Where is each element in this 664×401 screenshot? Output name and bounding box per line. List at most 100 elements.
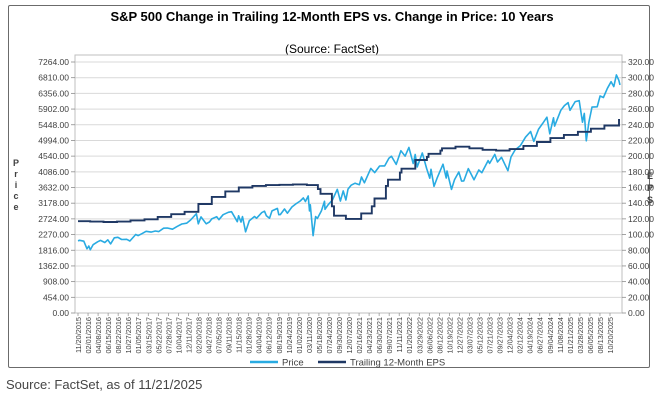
svg-text:06/15/2016: 06/15/2016	[104, 317, 113, 354]
svg-text:12/04/2023: 12/04/2023	[506, 317, 515, 354]
svg-text:3632.00: 3632.00	[38, 183, 69, 193]
svg-text:12/07/2020: 12/07/2020	[345, 317, 354, 354]
svg-text:10/24/2019: 10/24/2019	[285, 317, 294, 354]
svg-text:05/12/2023: 05/12/2023	[476, 317, 485, 354]
svg-text:07/28/2017: 07/28/2017	[164, 317, 173, 354]
svg-text:04/04/2019: 04/04/2019	[255, 317, 264, 354]
svg-text:07/24/2020: 07/24/2020	[325, 317, 334, 354]
svg-text:01/02/2020: 01/02/2020	[295, 317, 304, 354]
svg-text:03/07/2023: 03/07/2023	[465, 317, 474, 354]
svg-text:908.00: 908.00	[43, 277, 69, 287]
svg-text:240.00: 240.00	[628, 120, 654, 130]
svg-text:6356.00: 6356.00	[38, 88, 69, 98]
legend-label-price: Price	[282, 358, 304, 369]
svg-text:09/04/2024: 09/04/2024	[546, 317, 555, 354]
svg-text:03/28/2025: 03/28/2025	[576, 317, 585, 354]
legend-label-eps: Trailing 12-Month EPS	[350, 358, 445, 369]
svg-text:09/27/2023: 09/27/2023	[496, 317, 505, 354]
svg-text:60.00: 60.00	[628, 261, 650, 271]
y-axis-left-title: Price	[13, 158, 19, 212]
svg-text:08/19/2019: 08/19/2019	[275, 317, 284, 354]
y-axis-right-labels: 0.00 20.00 40.00 60.00 80.00 100.00 120.00 140.…	[622, 57, 654, 318]
svg-text:300.00: 300.00	[628, 73, 654, 83]
plot-border	[74, 54, 623, 314]
svg-text:07/05/2018: 07/05/2018	[215, 317, 224, 354]
svg-text:i: i	[15, 180, 18, 190]
x-axis-labels: 11/20/2015 02/01/2016 04/08/2016 06/15/2016…	[74, 313, 615, 354]
svg-text:02/01/2016: 02/01/2016	[84, 317, 93, 354]
svg-text:12/27/2022: 12/27/2022	[455, 317, 464, 354]
svg-text:06/05/2025: 06/05/2025	[586, 317, 595, 354]
svg-text:09/11/2018: 09/11/2018	[225, 317, 234, 353]
svg-text:220.00: 220.00	[628, 135, 654, 145]
svg-text:02/16/2021: 02/16/2021	[355, 317, 364, 354]
svg-text:P: P	[13, 158, 19, 168]
svg-text:c: c	[13, 191, 18, 201]
svg-text:P: P	[647, 183, 653, 193]
svg-text:04/19/2024: 04/19/2024	[526, 317, 535, 354]
svg-text:r: r	[14, 169, 18, 179]
svg-text:06/27/2024: 06/27/2024	[536, 317, 545, 354]
svg-text:04/27/2018: 04/27/2018	[204, 317, 213, 354]
gridlines	[75, 61, 622, 298]
chart-title: S&P 500 Change in Trailing 12-Month EPS …	[110, 9, 554, 24]
svg-text:260.00: 260.00	[628, 104, 654, 114]
eps-line	[78, 119, 620, 223]
svg-text:11/11/2021: 11/11/2021	[395, 317, 404, 352]
svg-text:09/07/2021: 09/07/2021	[385, 317, 394, 354]
svg-text:10/19/2022: 10/19/2022	[445, 317, 454, 354]
chart-subtitle: (Source: FactSet)	[284, 42, 380, 56]
svg-text:11/15/2018: 11/15/2018	[235, 317, 244, 353]
svg-text:6810.00: 6810.00	[38, 73, 69, 83]
svg-text:08/12/2022: 08/12/2022	[435, 317, 444, 354]
svg-text:S: S	[647, 195, 653, 205]
svg-text:01/28/2019: 01/28/2019	[245, 317, 254, 354]
svg-text:280.00: 280.00	[628, 88, 654, 98]
svg-text:03/15/2017: 03/15/2017	[144, 317, 153, 354]
svg-text:06/30/2021: 06/30/2021	[375, 317, 384, 354]
svg-text:03/11/2020: 03/11/2020	[305, 317, 314, 353]
svg-text:03/29/2022: 03/29/2022	[415, 317, 424, 354]
svg-text:200.00: 200.00	[628, 151, 654, 161]
svg-text:01/20/2022: 01/20/2022	[405, 317, 414, 354]
svg-text:E: E	[647, 171, 653, 181]
svg-text:09/30/2020: 09/30/2020	[335, 317, 344, 354]
svg-text:04/08/2016: 04/08/2016	[94, 317, 103, 354]
legend-item-eps: Trailing 12-Month EPS	[318, 358, 445, 369]
svg-text:2270.00: 2270.00	[38, 230, 69, 240]
svg-text:05/18/2020: 05/18/2020	[315, 317, 324, 354]
svg-text:2724.00: 2724.00	[38, 214, 69, 224]
svg-text:04/23/2021: 04/23/2021	[365, 317, 374, 354]
svg-text:5902.00: 5902.00	[38, 104, 69, 114]
svg-text:10/20/2025: 10/20/2025	[606, 317, 615, 354]
svg-text:11/20/2015: 11/20/2015	[74, 317, 83, 353]
svg-text:06/06/2022: 06/06/2022	[425, 317, 434, 354]
svg-text:7264.00: 7264.00	[38, 57, 69, 67]
svg-text:02/12/2024: 02/12/2024	[516, 317, 525, 354]
svg-text:01/21/2025: 01/21/2025	[566, 317, 575, 354]
source-note: Source: FactSet, as of 11/21/2025	[6, 377, 203, 392]
chart-panel	[8, 5, 650, 368]
svg-text:320.00: 320.00	[628, 57, 654, 67]
svg-text:4994.00: 4994.00	[38, 135, 69, 145]
legend: Price Trailing 12-Month EPS	[250, 358, 445, 369]
svg-text:10/27/2016: 10/27/2016	[124, 317, 133, 354]
svg-text:1362.00: 1362.00	[38, 261, 69, 271]
svg-text:12/11/2017: 12/11/2017	[184, 317, 193, 353]
svg-text:05/22/2017: 05/22/2017	[154, 317, 163, 354]
svg-text:1816.00: 1816.00	[38, 245, 69, 255]
svg-text:0.00: 0.00	[52, 308, 69, 318]
svg-text:11/08/2024: 11/08/2024	[556, 317, 565, 353]
y-axis-right-title: EPS	[647, 171, 653, 205]
svg-text:0.00: 0.00	[628, 308, 645, 318]
svg-text:40.00: 40.00	[628, 277, 650, 287]
svg-text:454.00: 454.00	[43, 292, 69, 302]
svg-text:e: e	[13, 202, 18, 212]
y-axis-left-labels: 0.00 454.00 908.00 1362.00 1816.00 2270.00 272…	[38, 57, 75, 318]
svg-text:08/13/2025: 08/13/2025	[596, 317, 605, 354]
svg-text:20.00: 20.00	[628, 292, 650, 302]
svg-text:4540.00: 4540.00	[38, 151, 69, 161]
svg-text:160.00: 160.00	[628, 183, 654, 193]
svg-text:08/22/2016: 08/22/2016	[114, 317, 123, 354]
